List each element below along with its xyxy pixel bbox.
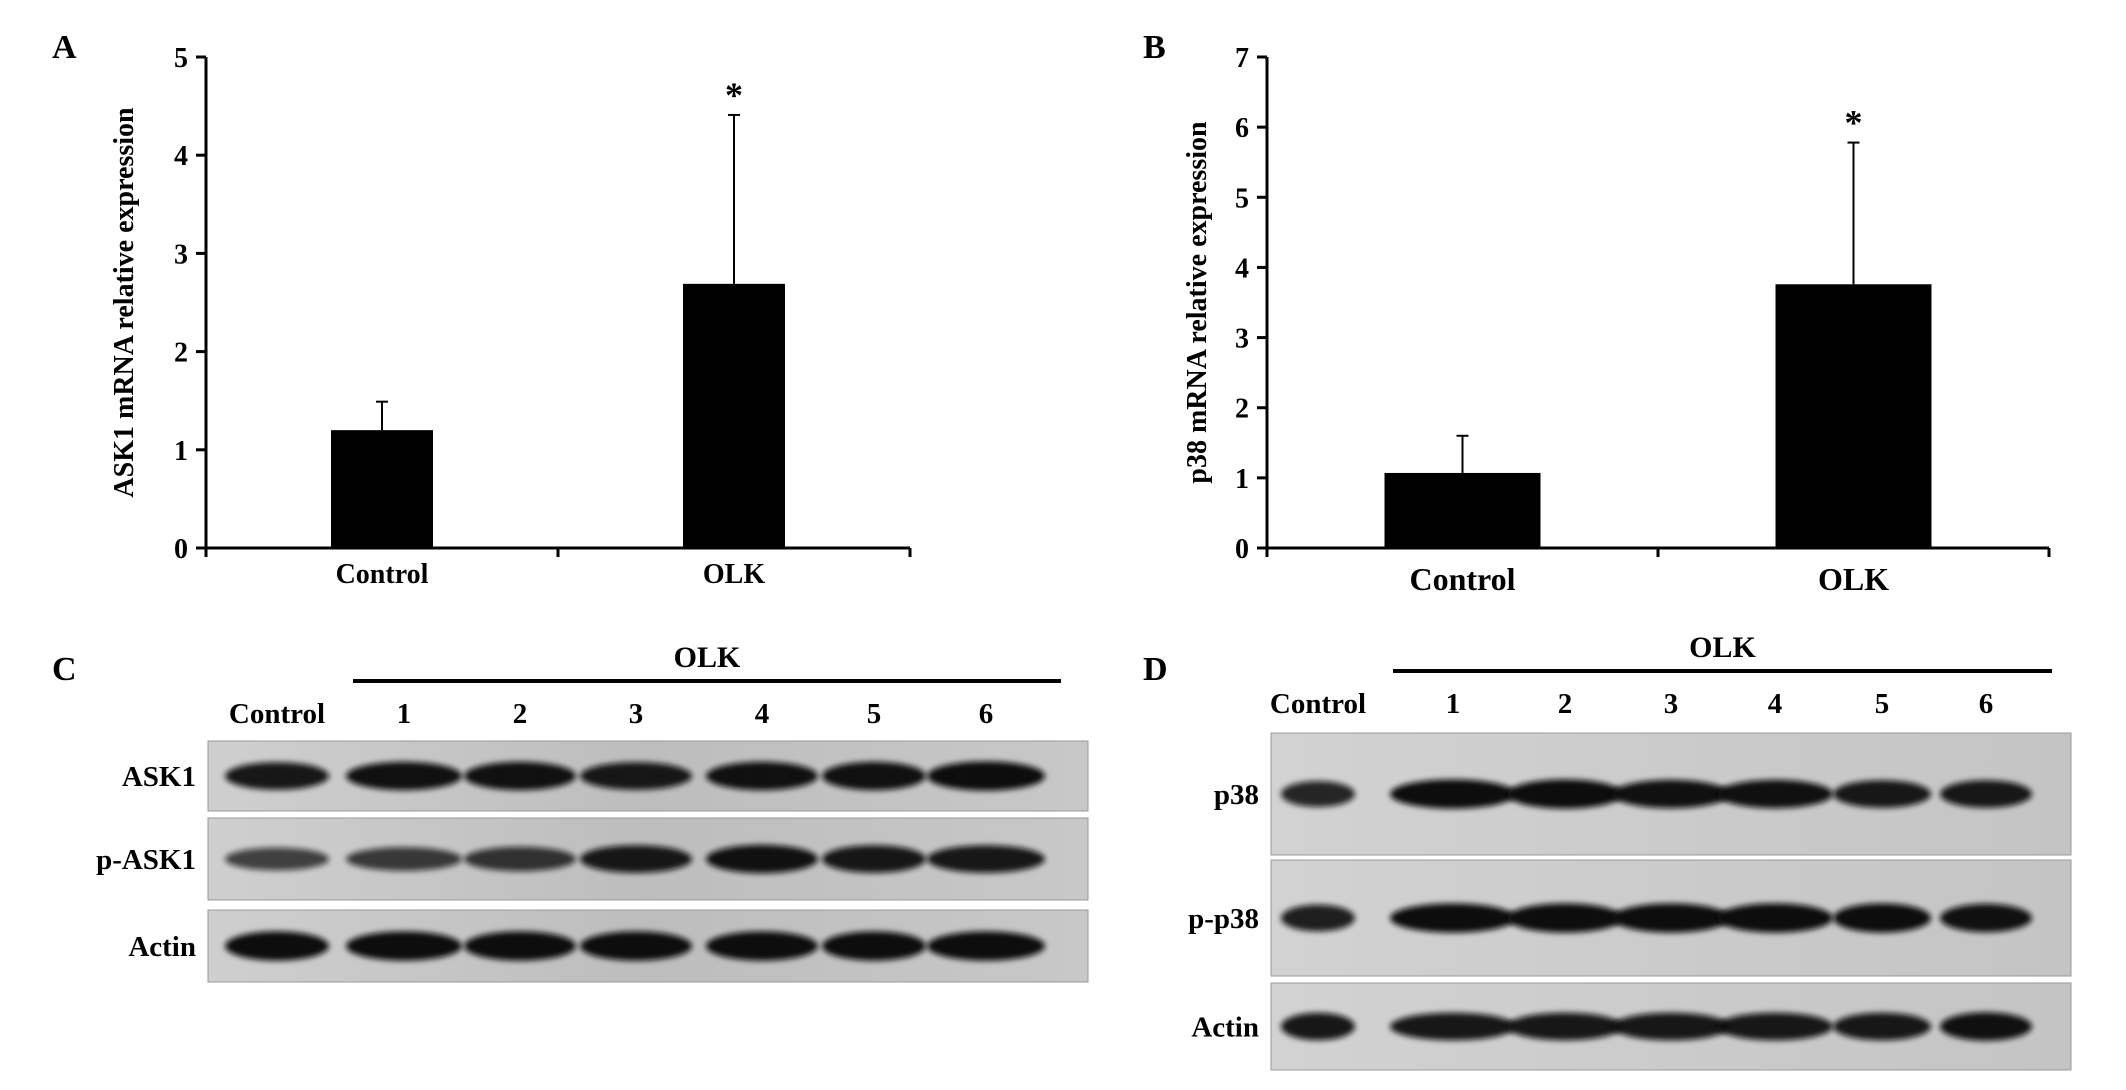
y-tick-label: 4	[1235, 253, 1249, 284]
blot-band	[1833, 903, 1931, 933]
blot-band	[1507, 903, 1623, 933]
blot-band	[1833, 780, 1931, 808]
blot-band	[225, 847, 329, 871]
blot-band	[1940, 780, 2032, 808]
blot-band	[1281, 781, 1355, 807]
y-axis-label: p38 mRNA relative expression	[1182, 121, 1213, 484]
blot-band	[580, 931, 692, 961]
blot-band	[1507, 779, 1623, 809]
x-tick-label: Control	[1409, 561, 1515, 597]
x-tick-label: OLK	[1818, 561, 1889, 597]
blot-band	[346, 761, 462, 791]
lane-label: 3	[1664, 688, 1679, 720]
y-tick-label: 3	[1235, 324, 1249, 355]
significance-marker: *	[1845, 103, 1863, 143]
chart-panel-a: 0 1 2 3 4 5 Control * OLK ASK1 mRNA relative expr…	[109, 43, 912, 590]
blot-band	[1940, 903, 2032, 933]
blot-band	[346, 847, 462, 871]
blot-band	[1612, 903, 1730, 933]
blot-band	[1281, 1012, 1355, 1041]
y-tick-label: 3	[174, 239, 188, 270]
y-axis-label: ASK1 mRNA relative expression	[109, 107, 140, 498]
western-blot-panel-c: OLK Control 1 2 3 4 5 6 ASK1 p-ASK1 Actin	[96, 641, 1089, 983]
row-label: Actin	[1191, 1012, 1259, 1044]
y-tick-label: 0	[174, 534, 188, 565]
panel-label-d: D	[1143, 651, 1168, 688]
panel-label-b: B	[1143, 29, 1166, 66]
blot-band	[464, 761, 576, 791]
y-tick-label: 6	[1235, 113, 1249, 144]
y-tick-label: 2	[1235, 394, 1249, 425]
blot-band	[706, 931, 818, 961]
row-label: ASK1	[122, 761, 196, 793]
bar-control	[331, 430, 433, 548]
panel-label-c: C	[52, 651, 77, 688]
blot-band	[1281, 904, 1355, 932]
blot-band	[1717, 779, 1833, 809]
lane-label: 5	[1875, 688, 1890, 720]
bar-olk	[1775, 284, 1932, 548]
lane-label: 5	[867, 698, 882, 730]
y-tick-label: 5	[1235, 183, 1249, 214]
blot-band	[927, 931, 1045, 961]
blot-band	[1833, 1012, 1931, 1041]
panel-label-a: A	[52, 29, 77, 66]
lane-label: 4	[1768, 688, 1783, 720]
row-label: p38	[1214, 779, 1259, 811]
blot-band	[927, 845, 1045, 873]
blot-band	[1940, 1012, 2032, 1041]
blot-band	[1612, 779, 1730, 809]
lane-label: 3	[629, 698, 644, 730]
lane-label: Control	[229, 698, 325, 730]
blot-band	[1612, 1012, 1730, 1041]
lane-label: 1	[1446, 688, 1461, 720]
y-tick-label: 2	[174, 338, 188, 369]
blot-band	[1507, 1012, 1623, 1041]
bar-control	[1384, 472, 1541, 548]
y-tick-label: 1	[1235, 464, 1249, 495]
blot-band	[1390, 1012, 1516, 1041]
y-tick-label: 5	[174, 43, 188, 74]
blot-band	[464, 846, 576, 872]
blot-band	[580, 762, 692, 790]
blot-band	[822, 931, 926, 961]
blot-band	[1390, 779, 1516, 809]
chart-panel-b: 0 1 2 3 4 5 6 7 Control * OLK p38 mRNA relative exp…	[1182, 43, 2051, 597]
blot-band	[927, 761, 1045, 791]
blot-band	[580, 845, 692, 873]
blot-band	[706, 761, 818, 791]
blot-band	[1390, 903, 1516, 933]
lane-label: 6	[979, 698, 994, 730]
group-label: OLK	[1689, 631, 1756, 664]
blot-band	[464, 931, 576, 961]
blot-band	[1717, 1012, 1833, 1041]
x-tick-label: OLK	[703, 559, 765, 590]
y-tick-label: 1	[174, 436, 188, 467]
row-label: p-p38	[1188, 903, 1259, 935]
blot-band	[346, 931, 462, 961]
blot-band	[822, 761, 926, 791]
lane-label: 1	[397, 698, 412, 730]
blot-band	[706, 844, 818, 874]
group-label: OLK	[674, 641, 741, 674]
y-tick-label: 0	[1235, 534, 1249, 565]
blot-band	[225, 931, 329, 961]
y-tick-label: 4	[174, 141, 188, 172]
lane-label: 2	[1558, 688, 1573, 720]
row-label: Actin	[128, 931, 196, 963]
y-tick-label: 7	[1235, 43, 1249, 74]
blot-band	[1717, 903, 1833, 933]
lane-label: 6	[1979, 688, 1994, 720]
bar-olk	[683, 283, 785, 548]
significance-marker: *	[725, 75, 743, 115]
blot-band	[225, 762, 329, 790]
lane-label: Control	[1270, 688, 1366, 720]
lane-label: 2	[513, 698, 528, 730]
x-tick-label: Control	[336, 559, 429, 590]
western-blot-panel-d: OLK Control 1 2 3 4 5 6 p38 p-p38 Actin	[1188, 631, 2072, 1071]
blot-band	[822, 845, 926, 873]
lane-label: 4	[755, 698, 770, 730]
row-label: p-ASK1	[96, 844, 196, 876]
